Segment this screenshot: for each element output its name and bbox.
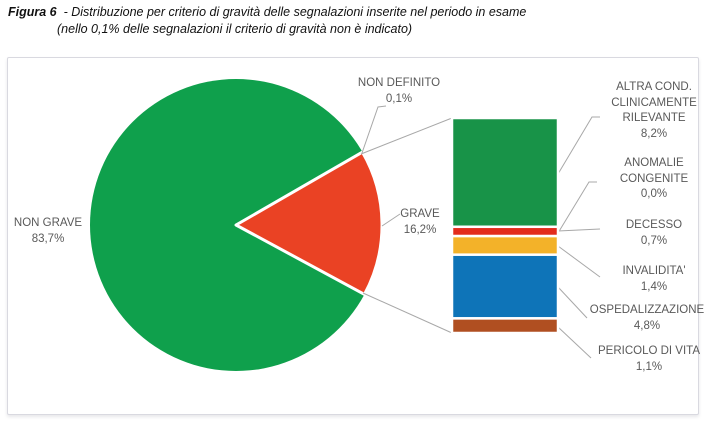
figure-title-line1: Figura 6 - Distribuzione per criterio di… (8, 5, 527, 19)
figure-number: Figura 6 (8, 5, 57, 19)
figure-title-line2: (nello 0,1% delle segnalazioni il criter… (57, 22, 413, 36)
bar-segment-pericolo-di-vita (450, 317, 560, 335)
label-decesso: DECESSO 0,7% (625, 219, 683, 247)
label-anomalie-congenite: ANOMALIE CONGENITE 0,0% (619, 157, 689, 200)
leader-anomalie (557, 181, 597, 234)
leader-invalidita (557, 245, 601, 278)
label-altra-cond: ALTRA COND. CLINICAMENTE RILEVANTE 8,2% (611, 81, 697, 140)
pie-slice-grave (234, 150, 384, 296)
label-ospedalizzazione: OSPEDALIZZAZIONE 4,8% (589, 304, 705, 332)
bar-segment-altra-cond-clinicamente-rilevante (450, 116, 560, 229)
bar-segment-ospedalizzazione (450, 253, 560, 320)
label-pericolo-di-vita: PERICOLO DI VITA 1,1% (597, 345, 701, 373)
figure-title-text: Distribuzione per criterio di gravità de… (71, 5, 527, 19)
label-non-definito: NON DEFINITO 0,1% (357, 77, 441, 105)
leader-non-definito (361, 105, 387, 154)
connector-pie-bar-bottom (362, 292, 453, 334)
bar-segment-invalidita (450, 234, 560, 256)
label-non-grave: NON GRAVE 83,7% (13, 217, 83, 245)
label-grave: GRAVE 16,2% (400, 208, 440, 236)
bar-segment-decesso (450, 225, 560, 238)
leader-grave (381, 213, 401, 227)
leader-decesso (557, 228, 601, 232)
connector-pie-bar-top (360, 117, 453, 155)
leader-ospedalizzazione (557, 286, 588, 319)
leader-pericolo-di-vita (557, 326, 592, 359)
leader-altra-cond (557, 116, 600, 175)
label-invalidita: INVALIDITA' 1,4% (622, 265, 686, 293)
